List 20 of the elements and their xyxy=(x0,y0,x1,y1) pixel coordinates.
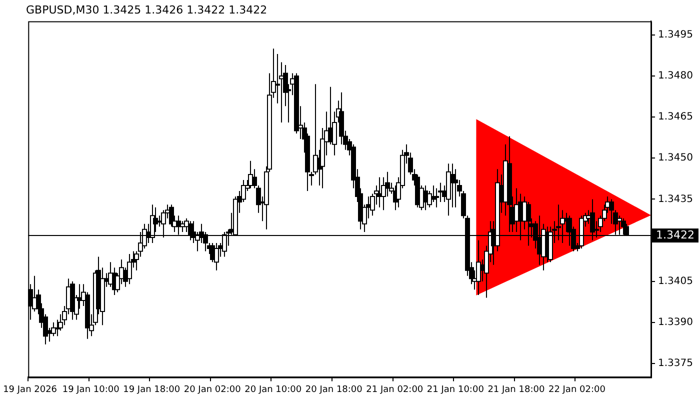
x-tick-label: 19 Jan 18:00 xyxy=(123,384,180,395)
x-tick-label: 19 Jan 10:00 xyxy=(62,384,120,395)
ref-line-label: 1.3422 xyxy=(656,228,695,242)
x-tick-label: 22 Jan 02:00 xyxy=(548,384,606,395)
x-tick-label: 20 Jan 02:00 xyxy=(184,384,242,395)
y-tick-label: 1.3450 xyxy=(658,152,694,164)
x-tick-label: 21 Jan 18:00 xyxy=(488,384,545,395)
y-tick-label: 1.3405 xyxy=(658,276,694,287)
x-tick-label: 19 Jan 2026 xyxy=(3,384,58,395)
y-tick-label: 1.3495 xyxy=(658,29,694,40)
chart-title: GBPUSD,M30 1.3425 1.3426 1.3422 1.3422 xyxy=(26,3,268,16)
x-tick-label: 21 Jan 02:00 xyxy=(366,384,424,395)
x-tick-label: 20 Jan 10:00 xyxy=(244,384,302,395)
x-tick-label: 21 Jan 10:00 xyxy=(426,384,484,395)
y-tick-label: 1.3480 xyxy=(658,70,694,82)
y-tick-label: 1.3390 xyxy=(658,317,694,328)
y-tick-label: 1.3465 xyxy=(658,112,694,123)
y-tick-label: 1.3375 xyxy=(658,358,694,370)
x-tick-label: 20 Jan 18:00 xyxy=(305,384,363,395)
y-tick-label: 1.3435 xyxy=(658,194,694,205)
